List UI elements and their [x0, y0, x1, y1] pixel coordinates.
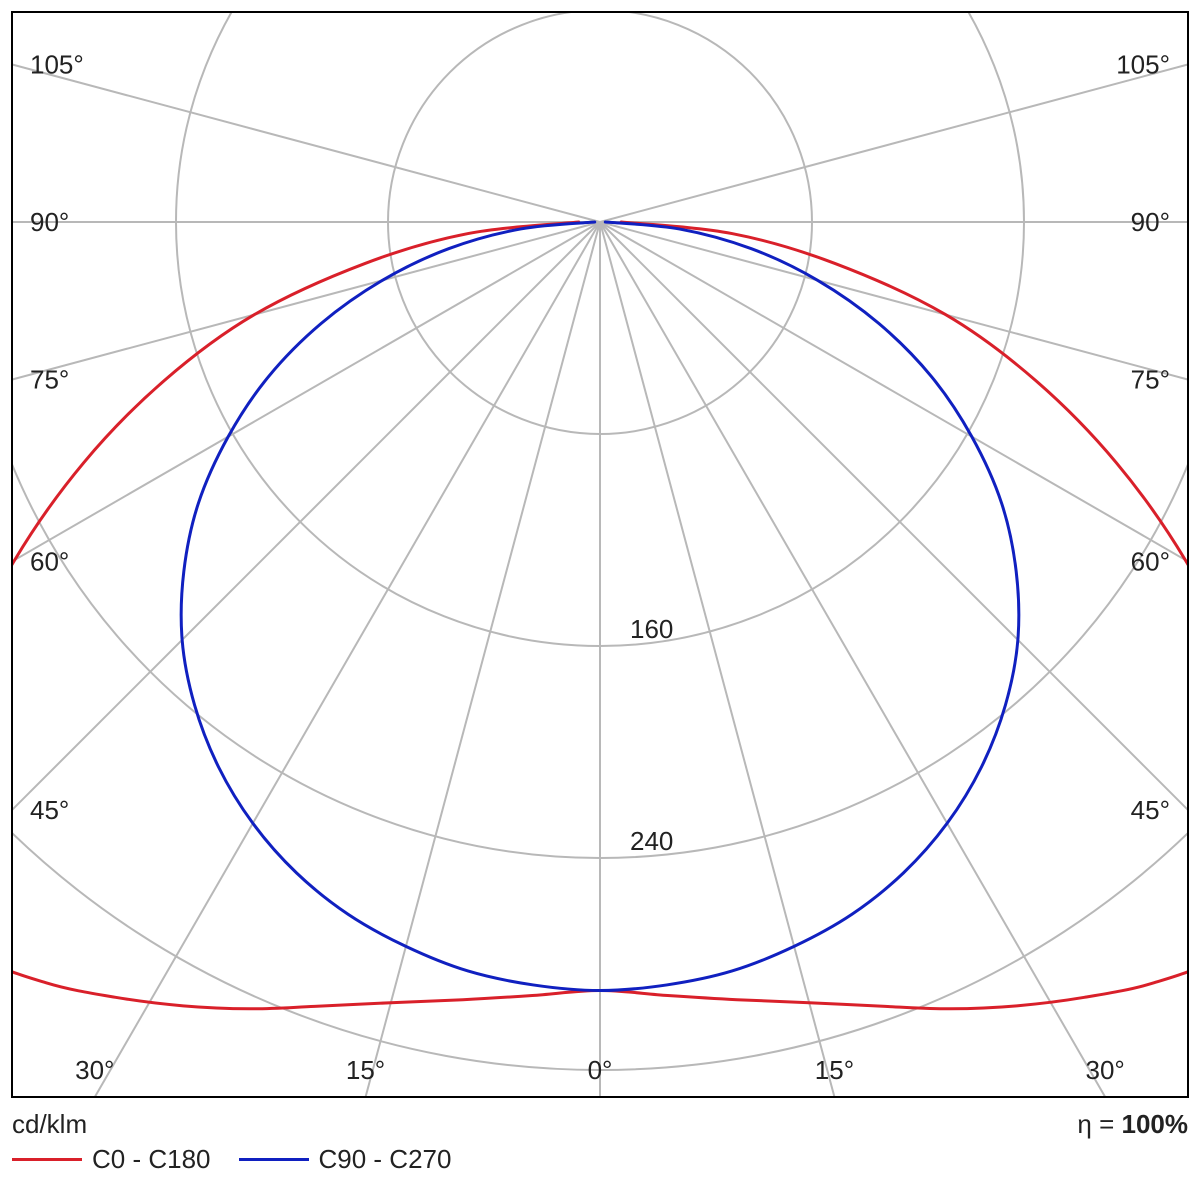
spoke-label: 0°	[588, 1055, 613, 1085]
grid-spoke	[0, 222, 600, 1187]
grid-spoke	[600, 222, 929, 1187]
legend: C0 - C180 C90 - C270	[12, 1144, 1188, 1175]
spoke-label: 45°	[1131, 795, 1170, 825]
legend-item: C90 - C270	[239, 1144, 452, 1175]
legend-swatch	[12, 1158, 82, 1161]
grid-spoke	[0, 222, 600, 1121]
footer-row: cd/klm η = 100%	[12, 1109, 1188, 1140]
spoke-label: 105°	[1116, 49, 1170, 79]
spoke-label: 30°	[75, 1055, 114, 1085]
ring-label: 240	[630, 826, 673, 856]
spoke-label: 75°	[30, 365, 69, 395]
legend-label: C0 - C180	[92, 1144, 211, 1175]
spoke-label: 30°	[1086, 1055, 1125, 1085]
grid-spoke	[600, 222, 1200, 551]
polar-chart-svg: 160 240 0° 15° 30° 45° 60° 75° 90° 105° 15° 30° 45° 6…	[0, 0, 1200, 1187]
grid-spoke	[0, 0, 600, 222]
grid-spoke	[600, 222, 1200, 858]
grid-spoke	[0, 222, 600, 858]
grid-spoke	[600, 222, 1200, 1121]
grid-spoke	[600, 0, 1200, 222]
grid-spoke	[600, 222, 1200, 1187]
eta-value: 100%	[1122, 1109, 1189, 1139]
spoke-label: 60°	[1131, 546, 1170, 576]
spoke-label: 90°	[30, 207, 69, 237]
legend-swatch	[239, 1158, 309, 1161]
eta-label: η = 100%	[1077, 1109, 1188, 1140]
spoke-label: 60°	[30, 546, 69, 576]
grid-group	[0, 0, 1200, 1187]
chart-footer: cd/klm η = 100% C0 - C180 C90 - C270	[12, 1109, 1188, 1175]
spoke-label: 45°	[30, 795, 69, 825]
legend-item: C0 - C180	[12, 1144, 211, 1175]
unit-label: cd/klm	[12, 1109, 87, 1140]
spoke-label: 15°	[346, 1055, 385, 1085]
eta-prefix: η =	[1077, 1109, 1121, 1139]
ring-label: 160	[630, 614, 673, 644]
grid-spoke	[0, 222, 600, 551]
spoke-label: 105°	[30, 49, 84, 79]
spoke-label: 15°	[815, 1055, 854, 1085]
grid-spoke	[271, 222, 600, 1187]
legend-label: C90 - C270	[319, 1144, 452, 1175]
spoke-label: 90°	[1131, 207, 1170, 237]
spoke-label: 75°	[1131, 365, 1170, 395]
polar-chart-container: { "chart": { "type": "polar-luminous-int…	[0, 0, 1200, 1187]
